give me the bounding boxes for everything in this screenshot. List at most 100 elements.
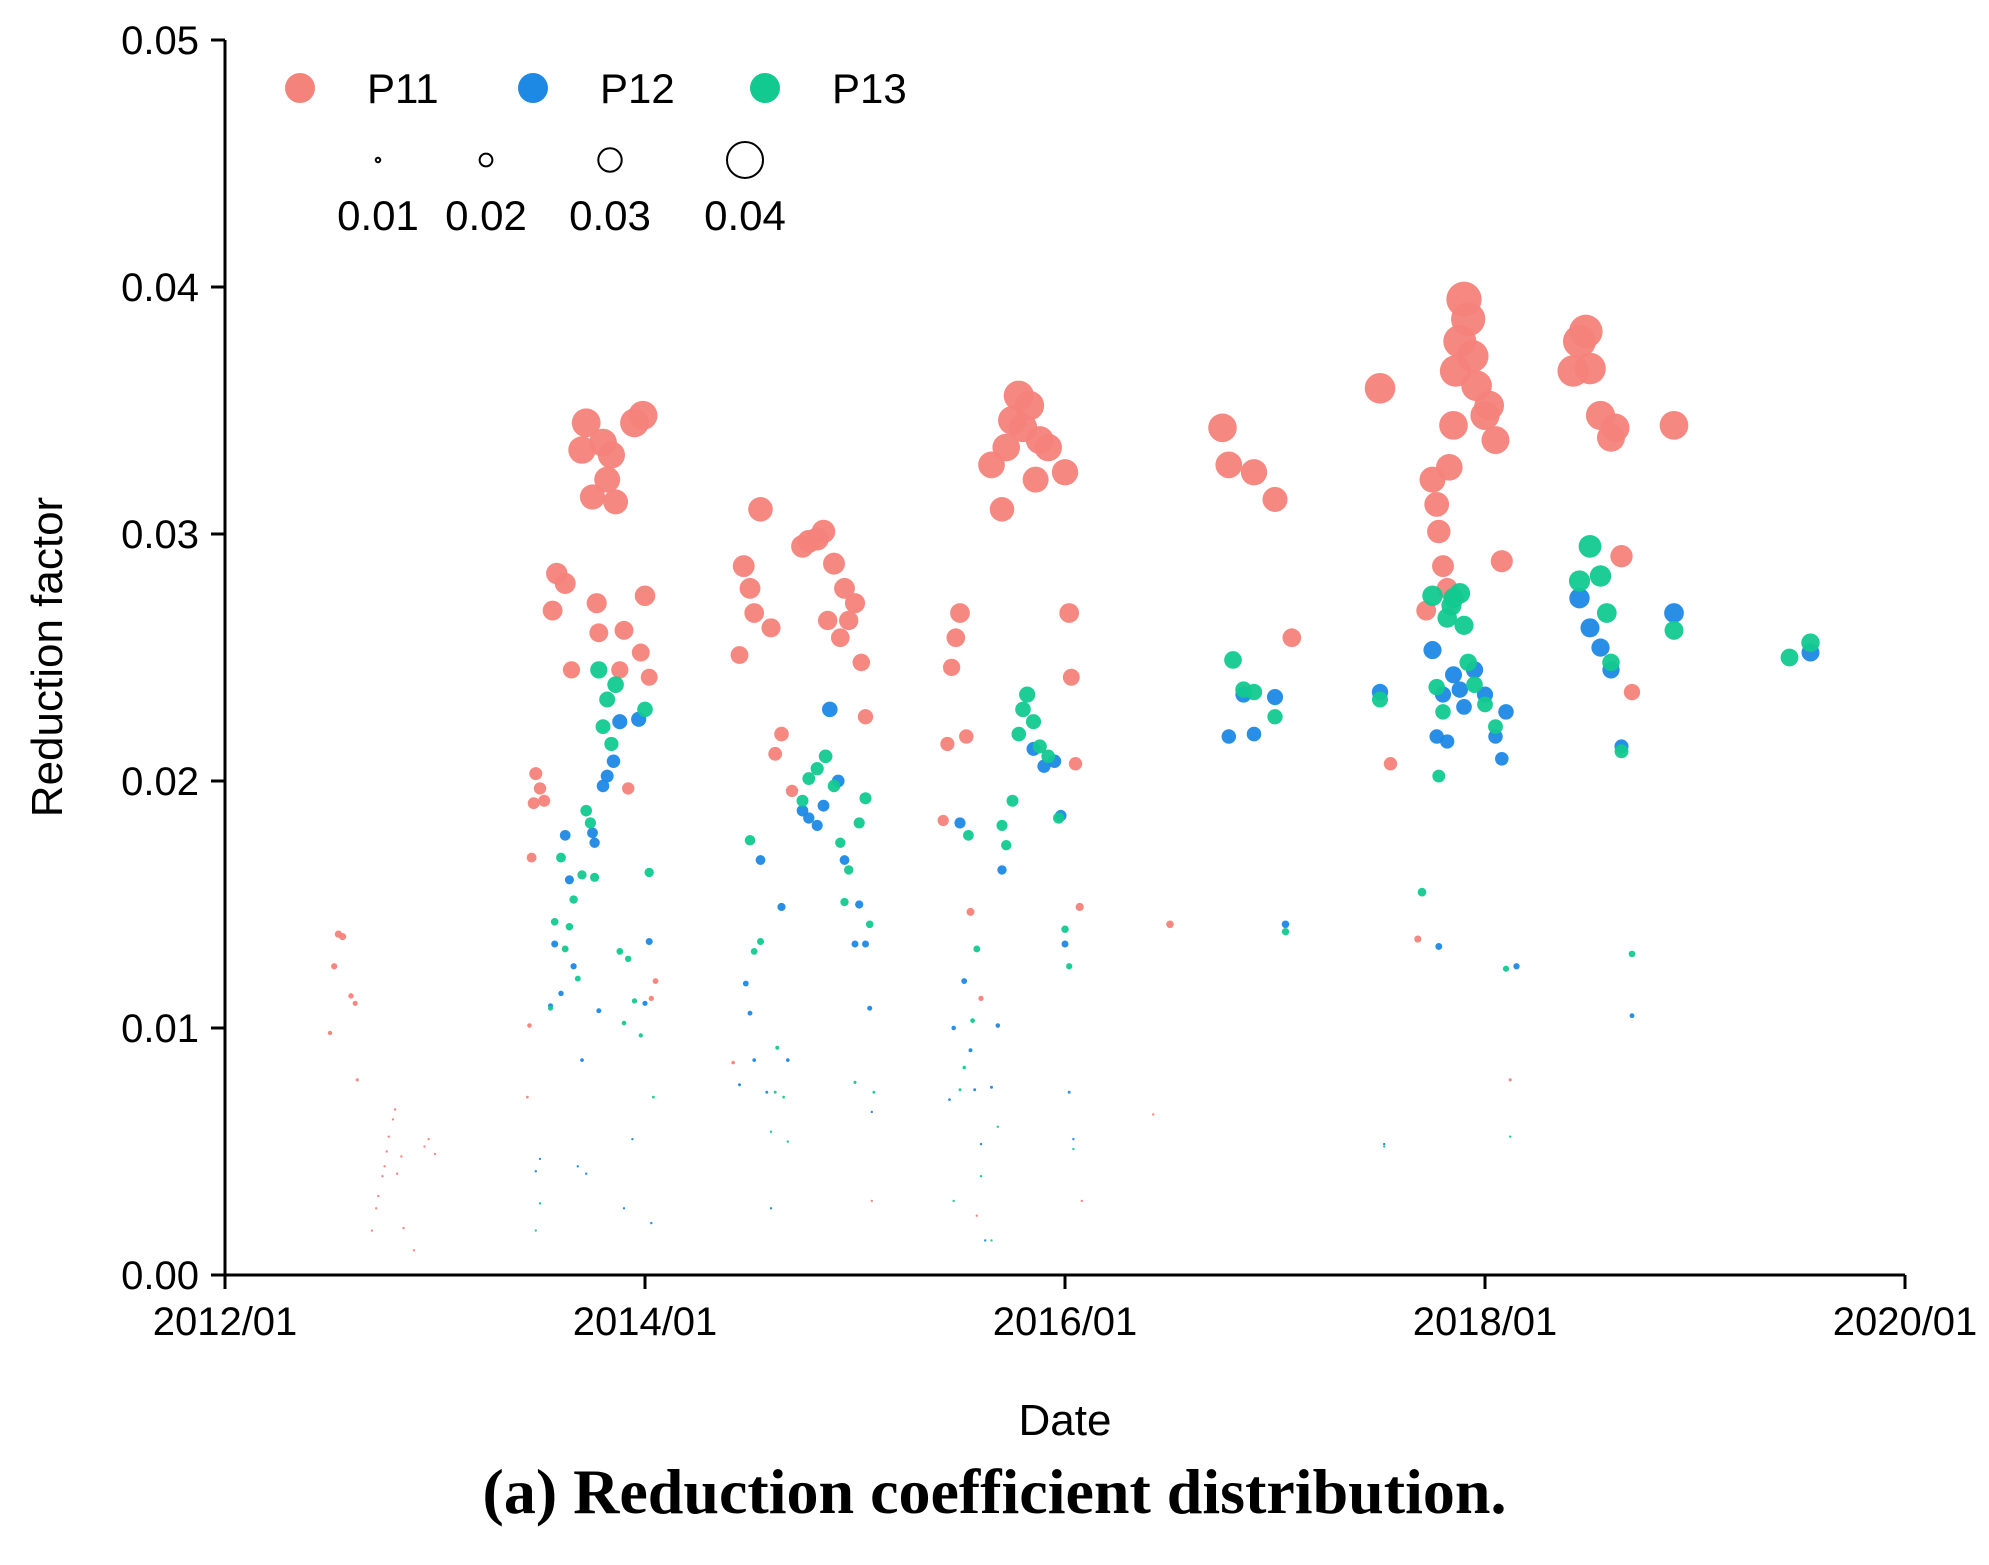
y-tick-label: 0.05 bbox=[121, 19, 199, 63]
data-point-p13 bbox=[1432, 769, 1446, 783]
data-point-p13 bbox=[1488, 719, 1503, 735]
data-point-p13 bbox=[1383, 1145, 1386, 1148]
data-point-p11 bbox=[761, 618, 781, 638]
data-point-p11 bbox=[620, 408, 649, 438]
data-point-p13 bbox=[580, 804, 592, 817]
data-point-p11 bbox=[527, 797, 540, 810]
figure-caption: (a) Reduction coefficient distribution. bbox=[482, 1456, 1507, 1527]
data-point-p13 bbox=[810, 762, 824, 776]
data-point-p13 bbox=[750, 948, 758, 955]
data-point-p11 bbox=[652, 978, 659, 984]
data-point-p13 bbox=[1032, 739, 1047, 754]
data-point-p11 bbox=[950, 603, 970, 623]
legend-label-p12: P12 bbox=[600, 65, 675, 112]
data-point-p11 bbox=[526, 852, 537, 863]
data-point-p12 bbox=[954, 817, 966, 829]
data-point-p13 bbox=[782, 1095, 785, 1099]
data-point-p12 bbox=[1281, 920, 1290, 929]
data-point-p12 bbox=[558, 990, 564, 997]
data-point-p13 bbox=[547, 1005, 554, 1011]
data-point-p11 bbox=[597, 441, 626, 469]
data-point-p13 bbox=[550, 917, 559, 926]
data-point-p12 bbox=[1061, 940, 1069, 948]
data-point-p11 bbox=[571, 408, 601, 438]
data-point-p12 bbox=[747, 1010, 753, 1016]
data-point-p13 bbox=[1602, 653, 1620, 672]
data-point-p13 bbox=[990, 1239, 993, 1242]
data-point-p11 bbox=[1240, 459, 1268, 486]
data-point-p11 bbox=[611, 661, 629, 679]
data-point-p11 bbox=[1596, 423, 1626, 452]
data-point-p13 bbox=[1061, 925, 1069, 933]
y-tick-label: 0.00 bbox=[121, 1254, 199, 1298]
data-point-p11 bbox=[1623, 683, 1641, 701]
data-point-p11 bbox=[768, 746, 783, 761]
data-point-p13 bbox=[952, 1199, 955, 1203]
data-point-p12 bbox=[596, 1008, 602, 1014]
series-p13 bbox=[534, 534, 1820, 1242]
data-point-p11 bbox=[348, 993, 354, 999]
data-point-p11 bbox=[978, 995, 984, 1002]
data-point-p13 bbox=[1780, 648, 1799, 667]
data-point-p11 bbox=[748, 497, 773, 522]
data-point-p11 bbox=[830, 628, 850, 648]
data-point-p12 bbox=[961, 978, 968, 984]
data-point-p11 bbox=[1427, 519, 1451, 544]
data-point-p11 bbox=[1080, 1199, 1084, 1203]
data-point-p11 bbox=[370, 1229, 374, 1232]
x-tick-label: 2012/01 bbox=[153, 1300, 298, 1344]
data-point-p13 bbox=[853, 1080, 857, 1084]
data-point-p11 bbox=[352, 1000, 358, 1006]
data-point-p12 bbox=[596, 779, 610, 793]
size-legend-label: 0.02 bbox=[445, 192, 527, 239]
data-point-p12 bbox=[1498, 704, 1514, 720]
data-point-p11 bbox=[1152, 1113, 1155, 1116]
data-point-p13 bbox=[556, 852, 566, 863]
data-point-p12 bbox=[534, 1170, 537, 1173]
data-point-p11 bbox=[412, 1249, 416, 1252]
data-point-p13 bbox=[565, 922, 574, 931]
data-point-p12 bbox=[589, 837, 600, 848]
data-point-p11 bbox=[838, 610, 859, 631]
data-point-p11 bbox=[975, 1214, 978, 1217]
data-point-p11 bbox=[739, 577, 761, 599]
data-point-p11 bbox=[1508, 1078, 1512, 1082]
data-point-p11 bbox=[614, 620, 634, 640]
data-point-p12 bbox=[769, 1207, 773, 1210]
data-point-p13 bbox=[604, 736, 619, 752]
data-point-p11 bbox=[1439, 410, 1468, 440]
data-point-p12 bbox=[777, 902, 786, 912]
data-point-p11 bbox=[381, 1175, 384, 1178]
data-point-p11 bbox=[1262, 486, 1288, 512]
data-point-p13 bbox=[1025, 714, 1042, 730]
data-point-p12 bbox=[997, 865, 1007, 875]
data-point-p11 bbox=[402, 1226, 405, 1230]
data-point-p12 bbox=[559, 829, 571, 841]
data-point-p12 bbox=[1440, 734, 1455, 749]
data-point-p12 bbox=[551, 940, 559, 948]
data-point-p12 bbox=[951, 1025, 956, 1031]
data-point-p11 bbox=[1610, 545, 1633, 568]
data-point-p12 bbox=[1444, 666, 1463, 684]
data-point-p11 bbox=[538, 794, 551, 807]
data-point-p11 bbox=[1034, 433, 1062, 462]
data-point-p11 bbox=[1383, 757, 1398, 771]
data-point-p12 bbox=[1664, 603, 1684, 623]
data-point-p13 bbox=[827, 779, 841, 793]
data-point-p11 bbox=[844, 593, 866, 614]
data-point-p11 bbox=[946, 628, 966, 648]
data-point-p13 bbox=[1417, 887, 1427, 897]
data-point-p13 bbox=[1066, 963, 1073, 970]
data-point-p12 bbox=[803, 812, 815, 824]
data-point-p12 bbox=[855, 900, 864, 909]
data-point-p12 bbox=[1456, 699, 1472, 715]
data-point-p13 bbox=[1053, 812, 1065, 824]
data-point-p12 bbox=[948, 1098, 951, 1101]
data-point-p12 bbox=[1266, 688, 1284, 706]
data-point-p13 bbox=[1502, 965, 1510, 972]
data-point-p13 bbox=[1589, 565, 1612, 587]
data-point-p13 bbox=[1267, 709, 1283, 725]
data-point-p13 bbox=[962, 1065, 966, 1070]
data-point-p11 bbox=[1166, 920, 1174, 929]
data-point-p13 bbox=[616, 948, 624, 955]
